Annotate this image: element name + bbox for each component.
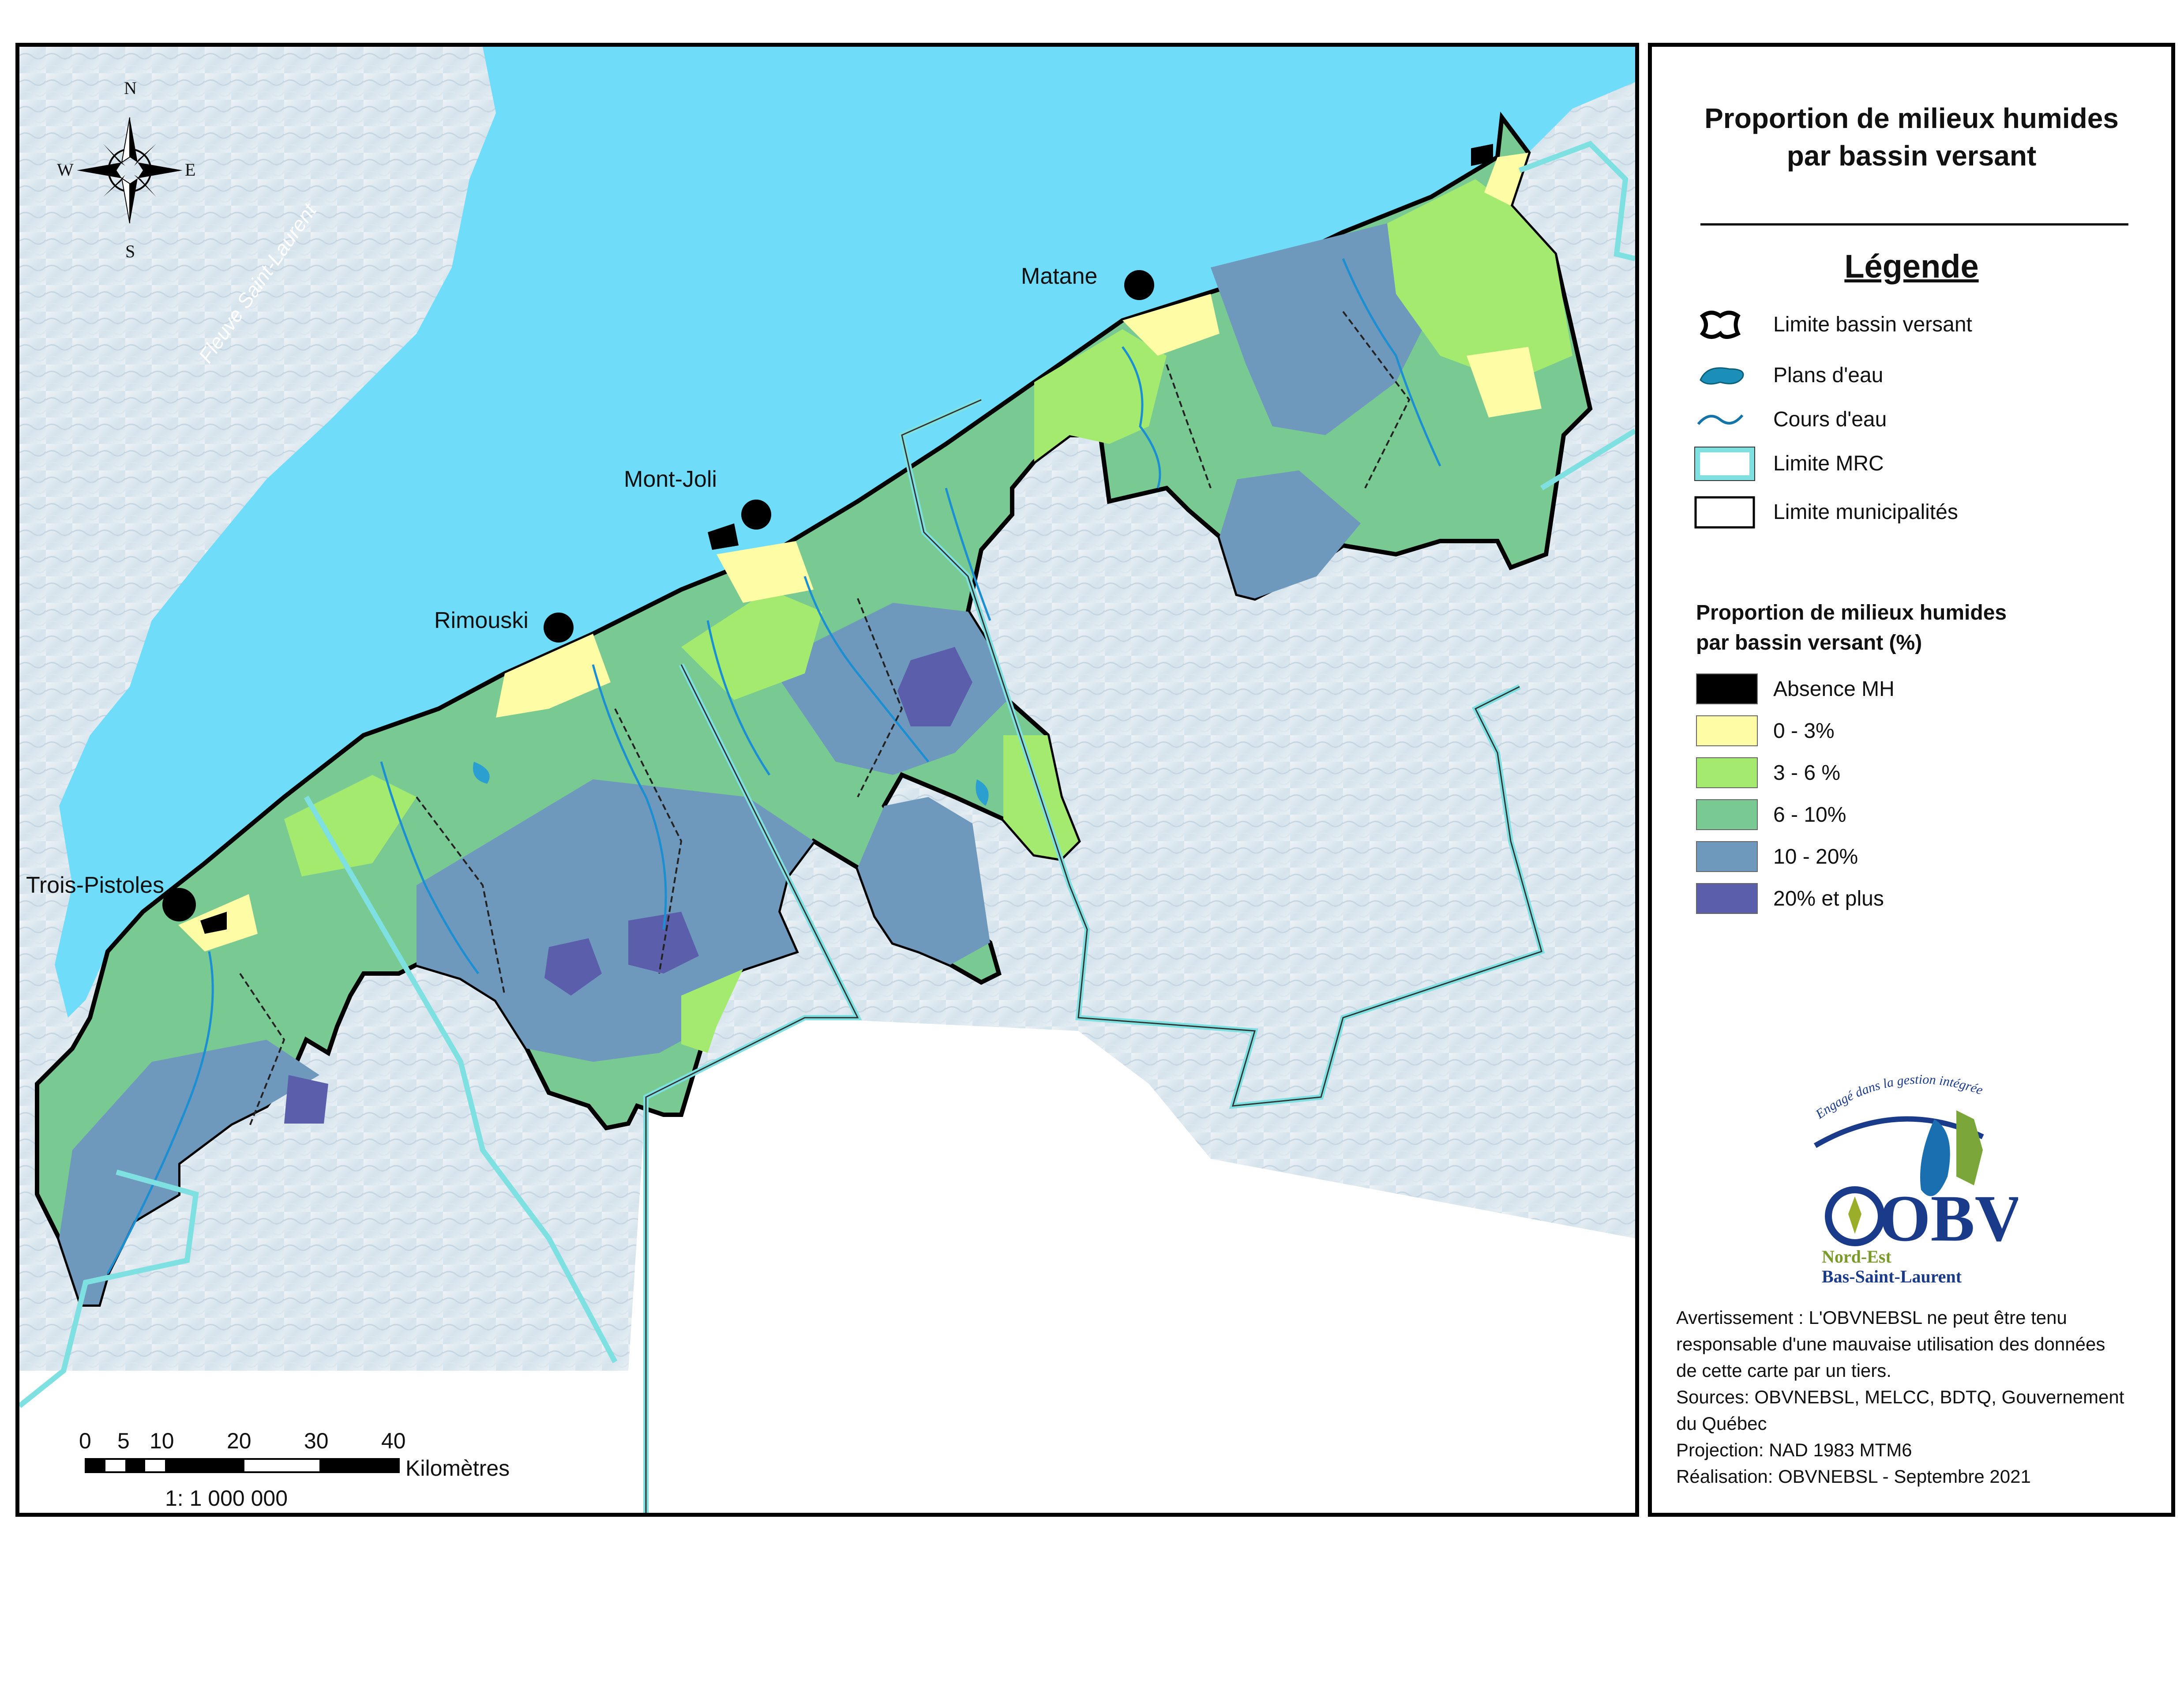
class-20-plus-region [284,1075,328,1124]
class-swatch [1696,757,1758,788]
city-marker-rimouski[interactable] [544,613,574,643]
class-10-20-region [59,1040,319,1305]
river-icon [1697,414,1744,425]
class-0-3-region [1467,347,1542,417]
map-notes: Avertissement : L'OBVNEBSL ne peut être … [1676,1305,2161,1490]
logo-line2: Bas-Saint-Laurent [1822,1267,1962,1286]
logo-acronym: OBV [1879,1182,2018,1255]
class-absence-region [1471,144,1493,166]
scale-ratio: 1: 1 000 000 [165,1486,288,1511]
city-marker-matane[interactable] [1124,270,1154,300]
outside-area [19,1018,1635,1513]
scale-tick-10: 10 [150,1429,174,1453]
class-0-3-region [496,634,611,718]
map-canvas[interactable]: Fleuve Saint-Laurent [19,47,1635,1513]
legend-heading: Légende [1844,248,1979,285]
note-line: de cette carte par un tiers. [1676,1360,1891,1381]
classes-title-line2: par bassin versant (%) [1696,631,1922,654]
water-body-icon [1700,367,1744,385]
scale-tick-5: 5 [117,1429,130,1453]
note-line: responsable d'une mauvaise utilisation d… [1676,1334,2105,1354]
watershed-limit-icon [1700,311,1741,339]
legend-label: Limite MRC [1773,452,1884,475]
scale-tick-30: 30 [304,1429,329,1453]
note-line: Réalisation: OBVNEBSL - Septembre 2021 [1676,1466,2031,1487]
class-swatch [1696,799,1758,830]
legend-label: Limite bassin versant [1773,313,1972,336]
logo-compass-icon [1825,1186,1885,1246]
city-label-mont-joli: Mont-Joli [624,466,717,492]
scale-tick-40: 40 [381,1429,406,1453]
note-line: Sources: OBVNEBSL, MELCC, BDTQ, Gouverne… [1676,1387,2124,1407]
legend-panel: Proportion de milieux humides par bassin… [1648,43,2175,1517]
obv-logo: Engagé dans la gestion intégrée de l'eau… [1789,1044,2018,1286]
water-body [473,762,490,784]
legend-label: Plans d'eau [1773,364,1884,387]
class-label: 0 - 3% [1773,719,1835,743]
class-0-3-region [717,541,814,603]
scale-unit: Kilomètres [405,1456,510,1481]
st-lawrence-river [55,47,1635,1018]
legend-label: Limite municipalités [1773,500,1958,524]
city-label-rimouski: Rimouski [434,608,529,633]
class-3-6-region [1387,179,1572,382]
logo-line1: Nord-Est [1822,1247,1891,1267]
rivers [106,258,1441,1274]
class-0-3-region [1484,153,1528,206]
mrc-inner-outline [645,399,1542,1513]
class-3-6-region [681,969,743,1053]
class-3-6-region [681,590,822,700]
logo-arc-text: Engagé dans la gestion intégrée de l'eau [1789,1044,1988,1122]
note-line: du Québec [1676,1413,1767,1434]
compass-rose-icon [77,117,183,224]
map-title-line2: par bassin versant [1786,140,2037,172]
class-10-20-region [1211,223,1440,435]
class-20-plus-region [544,938,602,996]
scale-bar [85,1458,400,1473]
city-label-matane: Matane [1021,263,1098,289]
class-10-20-region [1220,470,1361,598]
compass-south: S [125,241,135,261]
class-3-6-region [1034,329,1167,462]
class-absence-region [708,523,739,550]
municipal-boundaries [239,311,1411,1128]
city-marker-trois-pistoles[interactable] [162,888,196,921]
class-label: 20% et plus [1773,887,1884,910]
compass-north: N [124,78,137,98]
class-label: 10 - 20% [1773,845,1858,868]
map-title-line1: Proportion de milieux humides [1704,102,2119,134]
note-line: Avertissement : L'OBVNEBSL ne peut être … [1676,1307,2067,1328]
classes-title-line1: Proportion de milieux humides [1696,601,2007,624]
municipal-limit-icon [1694,496,1755,529]
note-line: Projection: NAD 1983 MTM6 [1676,1440,1912,1460]
class-3-6-region [284,775,417,876]
class-swatch [1696,883,1758,914]
class-label: Absence MH [1773,677,1895,701]
class-swatch [1696,673,1758,704]
class-swatch [1696,715,1758,746]
city-label-trois-pistoles: Trois-Pistoles [26,872,165,898]
class-label: 6 - 10% [1773,803,1846,827]
mrc-limit-icon [1694,447,1755,481]
city-marker-mont-joli[interactable] [741,500,771,530]
class-20-plus-region [897,647,972,726]
water-body [976,779,989,806]
class-label: 3 - 6 % [1773,761,1841,785]
class-10-20-region [858,797,990,965]
class-swatch [1696,841,1758,872]
legend-label: Cours d'eau [1773,408,1887,431]
title-divider [1700,223,2128,226]
map-frame: Fleuve Saint-Laurent [15,43,1639,1517]
class-10-20-region [769,603,1008,775]
class-absence-region [200,912,227,934]
scale-tick-0: 0 [79,1429,91,1453]
class-0-3-region [1122,294,1220,356]
compass-east: E [185,160,196,180]
scale-tick-20: 20 [227,1429,251,1453]
class-20-plus-region [628,912,699,974]
compass-west: W [57,160,74,180]
